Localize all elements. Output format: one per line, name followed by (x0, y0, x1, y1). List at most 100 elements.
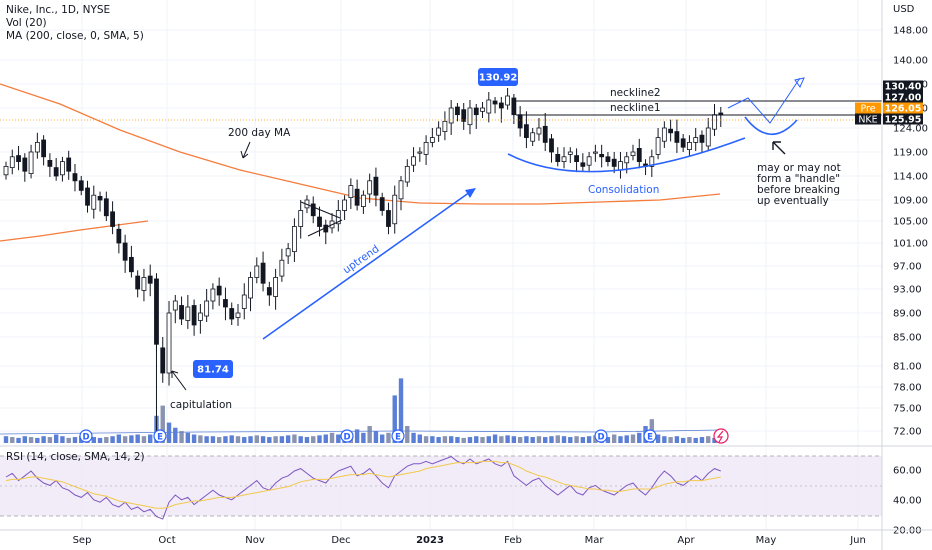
price-tick-label: 93.00 (893, 285, 922, 296)
volume-bar (461, 437, 466, 443)
volume-bar (336, 434, 341, 443)
time-axis: Sep Oct Nov Dec 2023 Feb Mar Apr May Jun (0, 529, 932, 546)
rsi-tick-label: 20.00 (893, 526, 922, 537)
price-callout-box (478, 68, 518, 86)
volume-bar (568, 437, 573, 443)
candle-body (511, 97, 517, 116)
volume-bar (555, 435, 560, 443)
volume-bar (110, 436, 115, 443)
price-callout-value: 130.92 (479, 73, 518, 84)
time-tick-label: Nov (245, 535, 265, 546)
candle-body (599, 153, 605, 158)
rsi-pane (0, 445, 932, 520)
candle-body (91, 194, 97, 210)
volume-bar (373, 431, 379, 443)
volume-bar (60, 436, 65, 443)
candle-body (455, 106, 460, 116)
price-callout: 81.74 (193, 360, 233, 378)
volume-bar (480, 437, 485, 443)
candle-body (41, 139, 47, 158)
candle-body (486, 99, 492, 114)
candle-body (461, 109, 467, 122)
ma200-label: 200 day MA (228, 127, 291, 139)
candle-body (505, 95, 511, 106)
rsi-ma-line (5, 460, 721, 509)
candle-body (448, 107, 454, 124)
time-tick-label: Oct (158, 535, 175, 546)
volume-bar (674, 436, 680, 443)
alert-icon (713, 428, 729, 444)
volume-bar (423, 436, 429, 443)
time-tick-label: Dec (331, 535, 350, 546)
candle-body (28, 151, 34, 175)
dividend-marker-circle (340, 429, 354, 443)
volume-bar (311, 436, 316, 443)
candle-body (360, 194, 366, 207)
price-tick-label: 89.00 (893, 309, 922, 320)
candle-body (392, 194, 398, 225)
candle-body (386, 210, 391, 227)
uptrend-line (262, 191, 471, 340)
time-tick-label: Jun (849, 535, 866, 546)
candle-body (273, 277, 279, 297)
candle-body (436, 127, 442, 136)
candle-body (574, 155, 579, 163)
price-badge-value: 125.95 (885, 115, 922, 126)
candle-body (655, 137, 661, 155)
price-badge-tag (855, 113, 881, 125)
candle-body (680, 138, 686, 148)
handle-arc (744, 116, 798, 136)
volume-bar (166, 422, 172, 443)
price-badge-value: 126.05 (885, 104, 922, 115)
volume-bar (580, 437, 586, 443)
earnings-marker: E (643, 429, 657, 443)
candle-body (78, 180, 84, 191)
candle-body (517, 114, 523, 129)
candle-body (260, 262, 266, 284)
volume-bar (223, 436, 228, 443)
price-badge-label: Pre (860, 104, 875, 115)
volume-bar (273, 436, 278, 443)
volume-bar (3, 436, 9, 443)
handle-note-line: before breaking (757, 184, 840, 196)
volume-bar (122, 436, 128, 443)
candle-body (310, 203, 316, 217)
handle-note-line: may or may not (757, 162, 841, 174)
price-tick-label: 119.00 (893, 148, 928, 159)
candle-body (235, 312, 241, 318)
triangle-top (300, 201, 341, 219)
volume-legend: Vol (20) (6, 17, 47, 29)
candle-body (191, 305, 197, 326)
price-callout-box (193, 360, 233, 378)
volume-bar (712, 437, 717, 443)
time-tick-label: Apr (677, 535, 695, 546)
volume-bar (28, 437, 34, 443)
price-tick-label: 124.00 (893, 124, 928, 135)
volume-bar (317, 435, 322, 443)
volume-bar (624, 435, 629, 443)
candle-body (172, 300, 178, 311)
capitulation-label: capitulation (170, 399, 232, 411)
candle-body (411, 156, 416, 166)
earnings-marker-letter: E (395, 433, 401, 443)
volume-bar (141, 436, 147, 443)
candle-body (555, 153, 561, 162)
volume-bar (543, 437, 548, 443)
volume-bar (586, 436, 592, 443)
candle-body (160, 347, 166, 374)
volume-bar (329, 432, 335, 443)
candle-body (135, 275, 141, 290)
dividend-marker-letter: D (343, 433, 350, 443)
volume-bar (66, 437, 71, 443)
candle-body (618, 161, 623, 171)
handle-arrow (772, 141, 786, 155)
candle-body (47, 159, 53, 167)
time-tick-label: May (756, 535, 777, 546)
volume-bar (279, 436, 285, 443)
volume-bar (185, 432, 191, 443)
price-badge-box (883, 102, 923, 114)
ma-legend: MA (200, close, 0, SMA, 5) (6, 30, 144, 42)
candle-body (179, 305, 184, 320)
